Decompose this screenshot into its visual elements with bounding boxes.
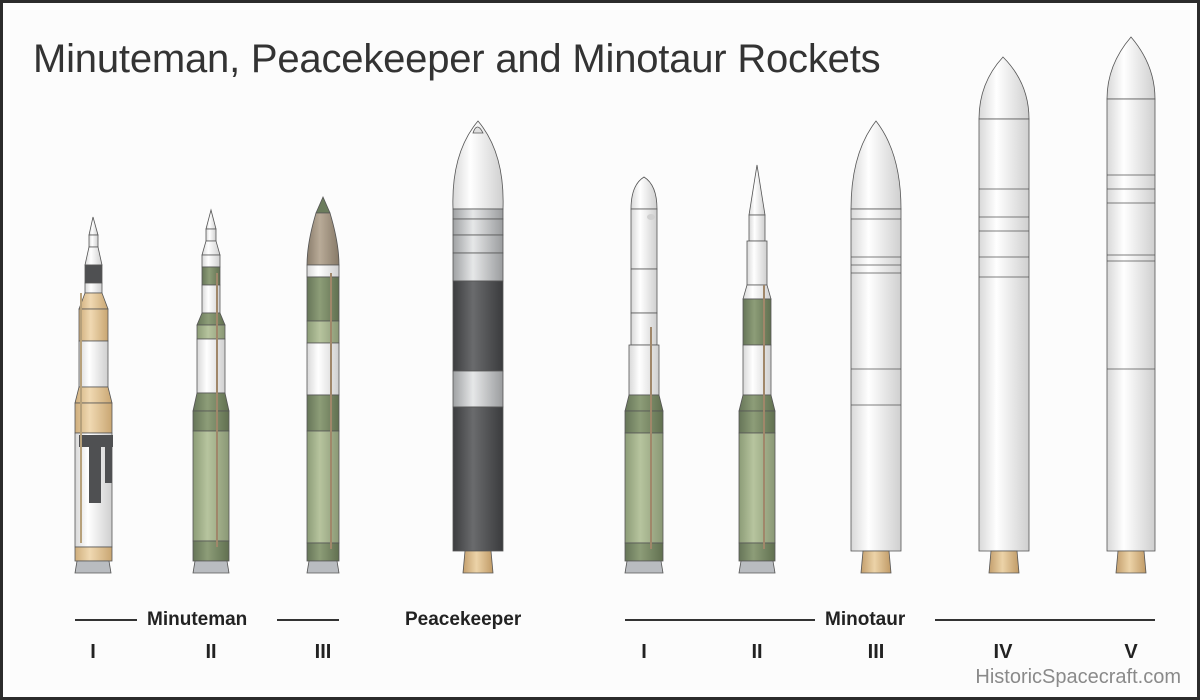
page-title: Minuteman, Peacekeeper and Minotaur Rock… <box>33 37 881 81</box>
group-label-peacekeeper: Peacekeeper <box>405 609 522 630</box>
variant-label-minotaur-ii: II <box>751 641 763 663</box>
variant-label-minotaur-iv: IV <box>993 641 1013 663</box>
rockets-illustration <box>74 36 1156 621</box>
rocket-minuteman-i <box>74 216 113 574</box>
credit-text: HistoricSpacecraft.com <box>975 666 1181 688</box>
rocket-minuteman-iii <box>306 196 340 574</box>
rocket-minotaur-v <box>1106 36 1156 574</box>
rocket-minotaur-iii <box>850 120 902 574</box>
rocket-minotaur-ii <box>738 164 776 574</box>
group-label-minotaur: Minotaur <box>825 609 906 630</box>
rocket-minotaur-iv <box>978 56 1030 574</box>
variant-label-minotaur-iii: III <box>867 641 885 663</box>
variant-label-minuteman-i: I <box>90 641 96 663</box>
variant-label-minotaur-i: I <box>641 641 647 663</box>
rocket-peacekeeper <box>452 120 504 574</box>
variant-label-minuteman-ii: II <box>205 641 217 663</box>
rocket-minuteman-ii <box>192 208 230 574</box>
rocket-minotaur-i <box>624 176 664 574</box>
variant-label-minuteman-iii: III <box>314 641 332 663</box>
group-label-minuteman: Minuteman <box>147 609 248 630</box>
variant-label-minotaur-v: V <box>1124 641 1138 663</box>
